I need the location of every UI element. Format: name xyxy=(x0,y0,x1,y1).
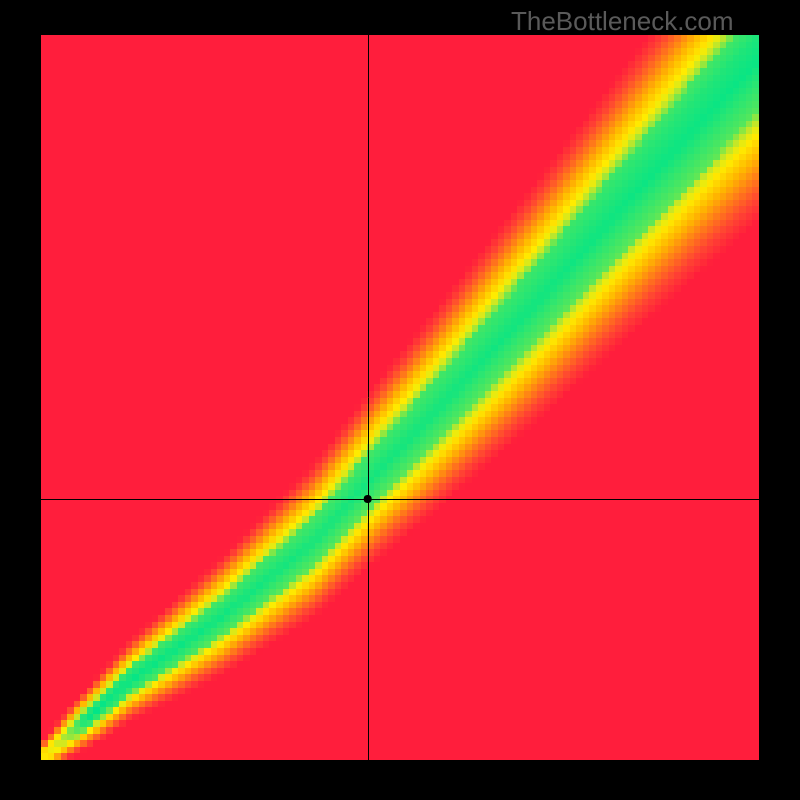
attribution-watermark: TheBottleneck.com xyxy=(511,6,734,37)
bottleneck-heatmap-chart xyxy=(41,35,759,760)
heatmap-canvas xyxy=(41,35,759,760)
